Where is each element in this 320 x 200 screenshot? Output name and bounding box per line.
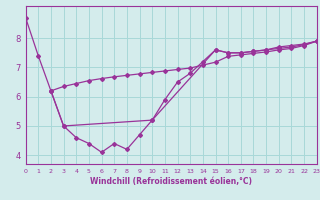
X-axis label: Windchill (Refroidissement éolien,°C): Windchill (Refroidissement éolien,°C) — [90, 177, 252, 186]
